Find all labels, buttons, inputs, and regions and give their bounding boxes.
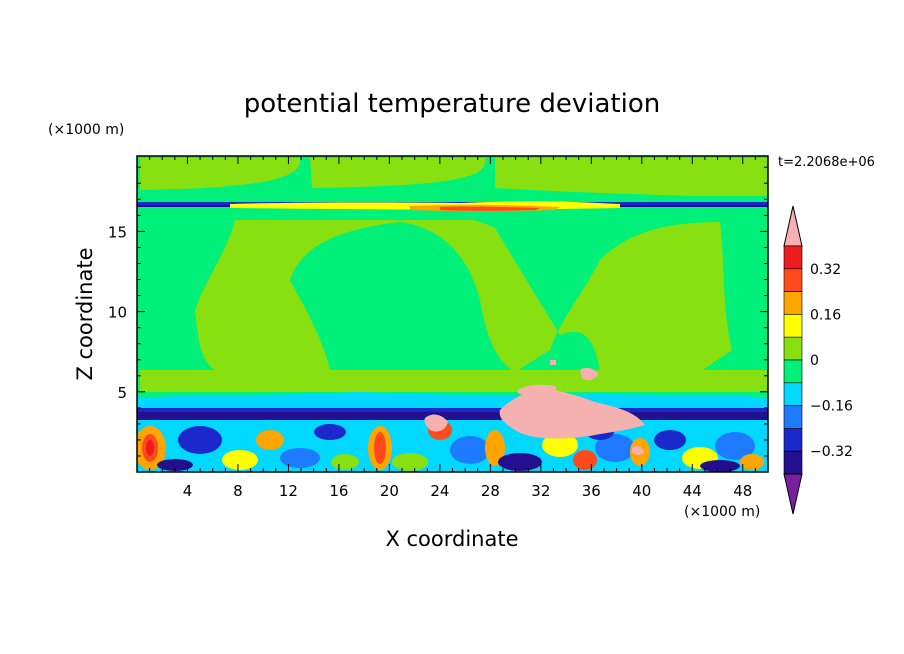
eddy-25 (331, 454, 359, 470)
warm-anomaly-3 (424, 414, 448, 432)
colorbar-tick-label: 0 (810, 353, 819, 369)
colorbar-swatch (783, 405, 803, 429)
eddy-11 (392, 453, 428, 471)
eddy-7 (280, 448, 320, 468)
eddy-3 (146, 440, 154, 456)
colorbar-swatch (783, 450, 803, 475)
warm-region-4 (195, 215, 732, 372)
colorbar-swatch (783, 268, 803, 292)
warm-anomaly-5 (550, 360, 556, 365)
warm-region-1 (140, 158, 301, 190)
eddy-18 (595, 434, 635, 462)
colorbar-tick-label: 0.32 (810, 262, 841, 278)
contour-field (137, 156, 768, 472)
x-unit-label: (×1000 m) (684, 504, 760, 520)
colorbar-min-arrow (783, 473, 803, 515)
x-tick-label: 8 (233, 482, 243, 500)
x-tick-label: 12 (279, 482, 298, 500)
warm-anomaly-4 (580, 367, 598, 381)
eddy-8 (314, 424, 346, 440)
eddy-6 (256, 430, 284, 450)
colorbar: 0.32 0.16 0 −0.16 −0.32 (783, 205, 853, 515)
x-tick-label: 44 (683, 482, 702, 500)
colorbar-tick-label: 0.16 (810, 307, 841, 323)
colorbar-max-arrow (783, 205, 803, 247)
y-tick-label: 5 (117, 384, 127, 402)
x-tick-label: 36 (582, 482, 601, 500)
eddy-4 (178, 426, 222, 454)
warm-anomaly-1 (499, 388, 645, 439)
x-axis: 4 8 12 16 20 24 28 32 36 40 44 48 (149, 156, 756, 500)
x-tick-label: 16 (329, 482, 348, 500)
y-tick-label: 10 (108, 304, 127, 322)
eddy-16 (542, 433, 578, 457)
colorbar-swatch (783, 359, 803, 384)
x-tick-label: 4 (183, 482, 193, 500)
colorbar-swatch (783, 382, 803, 406)
eddy-22 (715, 432, 755, 460)
cool-band (137, 392, 768, 410)
x-tick-label: 32 (531, 482, 550, 500)
eddy-5 (222, 450, 258, 470)
x-tick-label: 24 (430, 482, 449, 500)
colorbar-swatch (783, 291, 803, 315)
colorbar-tick-label: −0.32 (810, 444, 853, 460)
warm-anomaly-6 (632, 445, 644, 455)
x-tick-label: 40 (632, 482, 651, 500)
warm-region-3 (495, 158, 768, 198)
eddy-20 (654, 430, 686, 450)
y-axis-label: Z coordinate (73, 247, 97, 380)
eddy-24 (157, 459, 193, 471)
colorbar-swatch (783, 245, 803, 270)
y-axis: 5 10 15 (108, 166, 768, 457)
y-unit-label: (×1000 m) (48, 122, 124, 138)
eddy-17 (573, 450, 597, 470)
chart-title: potential temperature deviation (244, 89, 660, 119)
colorbar-tick-label: −0.16 (810, 399, 853, 415)
surface-band (137, 412, 768, 421)
y-tick-label: 15 (108, 223, 127, 241)
x-tick-label: 20 (380, 482, 399, 500)
eddy-23 (740, 454, 764, 470)
upper-warm-peak (440, 206, 540, 211)
eddy-13 (450, 436, 490, 464)
warm-region-2 (310, 158, 486, 188)
eddy-15 (498, 453, 542, 471)
eddy-14 (485, 430, 505, 466)
colorbar-swatch (783, 428, 803, 452)
warm-anomaly-2 (517, 384, 557, 396)
warm-region-5 (140, 370, 768, 392)
eddy-10 (374, 432, 386, 464)
colorbar-swatch (783, 336, 803, 361)
x-axis-label: X coordinate (385, 527, 518, 551)
colorbar-swatch (783, 314, 803, 338)
eddy-27 (700, 460, 740, 472)
time-label: t=2.2068e+06 (778, 155, 875, 170)
x-tick-label: 28 (481, 482, 500, 500)
x-tick-label: 48 (733, 482, 752, 500)
